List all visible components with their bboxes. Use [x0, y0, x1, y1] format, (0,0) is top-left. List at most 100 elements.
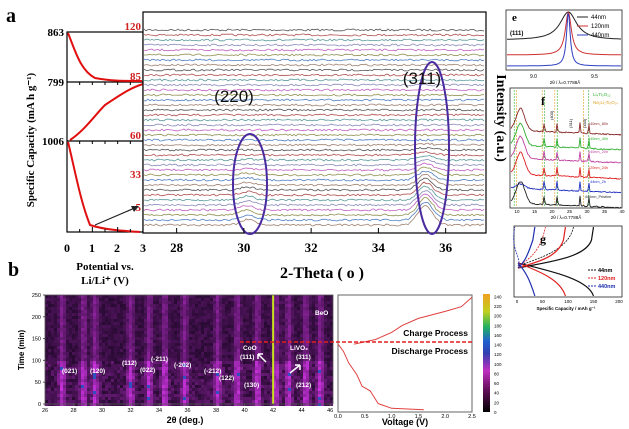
heatmap-cell [285, 358, 288, 361]
heatmap-cell [96, 376, 99, 379]
heatmap-cell [321, 331, 324, 334]
heatmap-cell [279, 361, 282, 364]
heatmap-cell [153, 385, 156, 388]
heatmap-cell [60, 358, 63, 361]
heatmap-cell [159, 361, 162, 364]
heatmap-cell [177, 379, 180, 382]
heatmap-cell [264, 295, 267, 298]
heatmap-cell [231, 361, 234, 364]
heatmap-cell [54, 319, 57, 322]
heatmap-cell [267, 313, 270, 316]
heatmap-cell [189, 337, 192, 340]
heatmap-cell [141, 307, 144, 310]
heatmap-cell [198, 352, 201, 355]
heatmap-cell [318, 367, 321, 370]
heatmap-cell [114, 358, 117, 361]
heatmap-cell [153, 328, 156, 331]
heatmap-cell [207, 364, 210, 367]
heatmap-cell [66, 301, 69, 304]
heatmap-cell [279, 301, 282, 304]
heatmap-cell [114, 298, 117, 301]
heatmap-cell [180, 334, 183, 337]
heatmap-cell [213, 400, 216, 403]
heatmap-cell [180, 379, 183, 382]
heatmap-cell [273, 349, 276, 352]
heatmap-cell [204, 313, 207, 316]
heatmap-cell [123, 307, 126, 310]
heatmap-cell [165, 304, 168, 307]
heatmap-cell [261, 367, 264, 370]
heatmap-cell [108, 307, 111, 310]
heatmap-cell [276, 346, 279, 349]
heatmap-cell [216, 346, 219, 349]
heatmap-cell [288, 400, 291, 403]
heatmap-cell [243, 391, 246, 394]
series-label: 440nm_80h [588, 122, 608, 126]
heatmap-cell [123, 304, 126, 307]
heatmap-cell [324, 385, 327, 388]
heatmap-cell [150, 307, 153, 310]
heatmap-cell [45, 376, 48, 379]
heatmap-cell [198, 382, 201, 385]
heatmap-cell [270, 301, 273, 304]
heatmap-cell [243, 358, 246, 361]
heatmap-cell [60, 388, 63, 391]
heatmap-cell [162, 388, 165, 391]
heatmap-cell [294, 304, 297, 307]
heatmap-cell [279, 322, 282, 325]
heatmap-cell [141, 361, 144, 364]
heatmap-cell [93, 367, 96, 370]
heatmap-cell [225, 385, 228, 388]
xrd-trace [144, 53, 485, 57]
heatmap-cell [123, 400, 126, 403]
heatmap-cell [273, 301, 276, 304]
heatmap-cell [84, 397, 87, 400]
heatmap-cell [273, 397, 276, 400]
heatmap-cell [285, 325, 288, 328]
heatmap-cell [267, 367, 270, 370]
heatmap-cell [285, 382, 288, 385]
heatmap-cell [105, 382, 108, 385]
heatmap-cell [306, 331, 309, 334]
heatmap-cell [165, 322, 168, 325]
heatmap-cell [324, 316, 327, 319]
heatmap-cell [153, 358, 156, 361]
heatmap-cell [312, 385, 315, 388]
heatmap-cell [228, 364, 231, 367]
heatmap-cell [213, 298, 216, 301]
heatmap-cell [51, 367, 54, 370]
heatmap-cell [315, 367, 318, 370]
heatmap-cell [243, 352, 246, 355]
heatmap-cell [84, 343, 87, 346]
heatmap-cell [216, 385, 219, 388]
peak-label: (112) [122, 360, 137, 367]
heatmap-cell [243, 367, 246, 370]
panel-g-curves [513, 226, 595, 297]
heatmap-cell [270, 346, 273, 349]
heatmap-cell [318, 364, 321, 367]
heatmap-cell [330, 358, 333, 361]
heatmap-cell [195, 385, 198, 388]
xrd-series-440nm_80h [510, 107, 622, 136]
heatmap-cell [75, 298, 78, 301]
heatmap-cell [150, 397, 153, 400]
heatmap-cell [264, 325, 267, 328]
heatmap-cell [225, 331, 228, 334]
heatmap-cell [204, 310, 207, 313]
x-tick-label: 10 [514, 209, 520, 214]
heatmap-cell [297, 397, 300, 400]
heatmap-cell [105, 322, 108, 325]
heatmap-cell [129, 400, 132, 403]
heatmap-cell [186, 400, 189, 403]
heatmap-cell [108, 310, 111, 313]
heatmap-cell [96, 346, 99, 349]
heatmap-cell [306, 349, 309, 352]
heatmap-cell [168, 388, 171, 391]
heatmap-cell [321, 361, 324, 364]
heatmap-cell [117, 385, 120, 388]
heatmap-cell [141, 298, 144, 301]
heatmap-cell [261, 403, 264, 406]
heatmap-cell [288, 307, 291, 310]
heatmap-cell [189, 295, 192, 298]
heatmap-cell [243, 373, 246, 376]
